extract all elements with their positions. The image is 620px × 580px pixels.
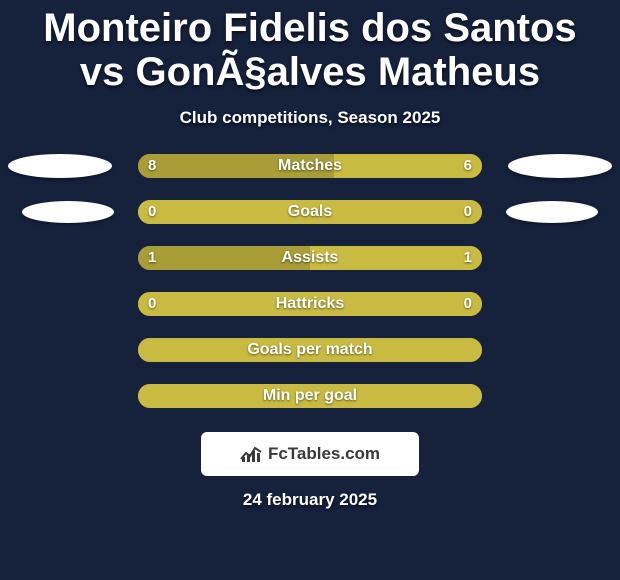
stat-row: 00Hattricks [0, 292, 620, 316]
stat-label: Hattricks [138, 292, 482, 316]
stat-bar: 11Assists [138, 246, 482, 270]
stat-label: Assists [138, 246, 482, 270]
stat-label: Min per goal [138, 384, 482, 408]
footer-logo-text: FcTables.com [268, 444, 380, 464]
stat-bar: 00Hattricks [138, 292, 482, 316]
player-photo-placeholder [508, 154, 612, 178]
page-subtitle: Club competitions, Season 2025 [0, 94, 620, 146]
stat-label: Goals [138, 200, 482, 224]
player-photo-placeholder [8, 154, 112, 178]
stat-row: 11Assists [0, 246, 620, 270]
stat-row: Goals per match [0, 338, 620, 362]
stat-bar: Goals per match [138, 338, 482, 362]
stat-bar: 00Goals [138, 200, 482, 224]
player-photo-placeholder [506, 201, 598, 223]
chart-icon [240, 445, 262, 463]
stat-row: Min per goal [0, 384, 620, 408]
player-photo-placeholder [22, 201, 114, 223]
footer-logo: FcTables.com [201, 432, 419, 476]
footer-date: 24 february 2025 [0, 476, 620, 510]
stat-rows: 86Matches 00Goals 11Assists 00Hattricks Goal… [0, 146, 620, 408]
stat-bar: Min per goal [138, 384, 482, 408]
stat-bar: 86Matches [138, 154, 482, 178]
page-title: Monteiro Fidelis dos Santos vs GonÃ§alve… [0, 0, 620, 94]
stat-label: Goals per match [138, 338, 482, 362]
stat-label: Matches [138, 154, 482, 178]
